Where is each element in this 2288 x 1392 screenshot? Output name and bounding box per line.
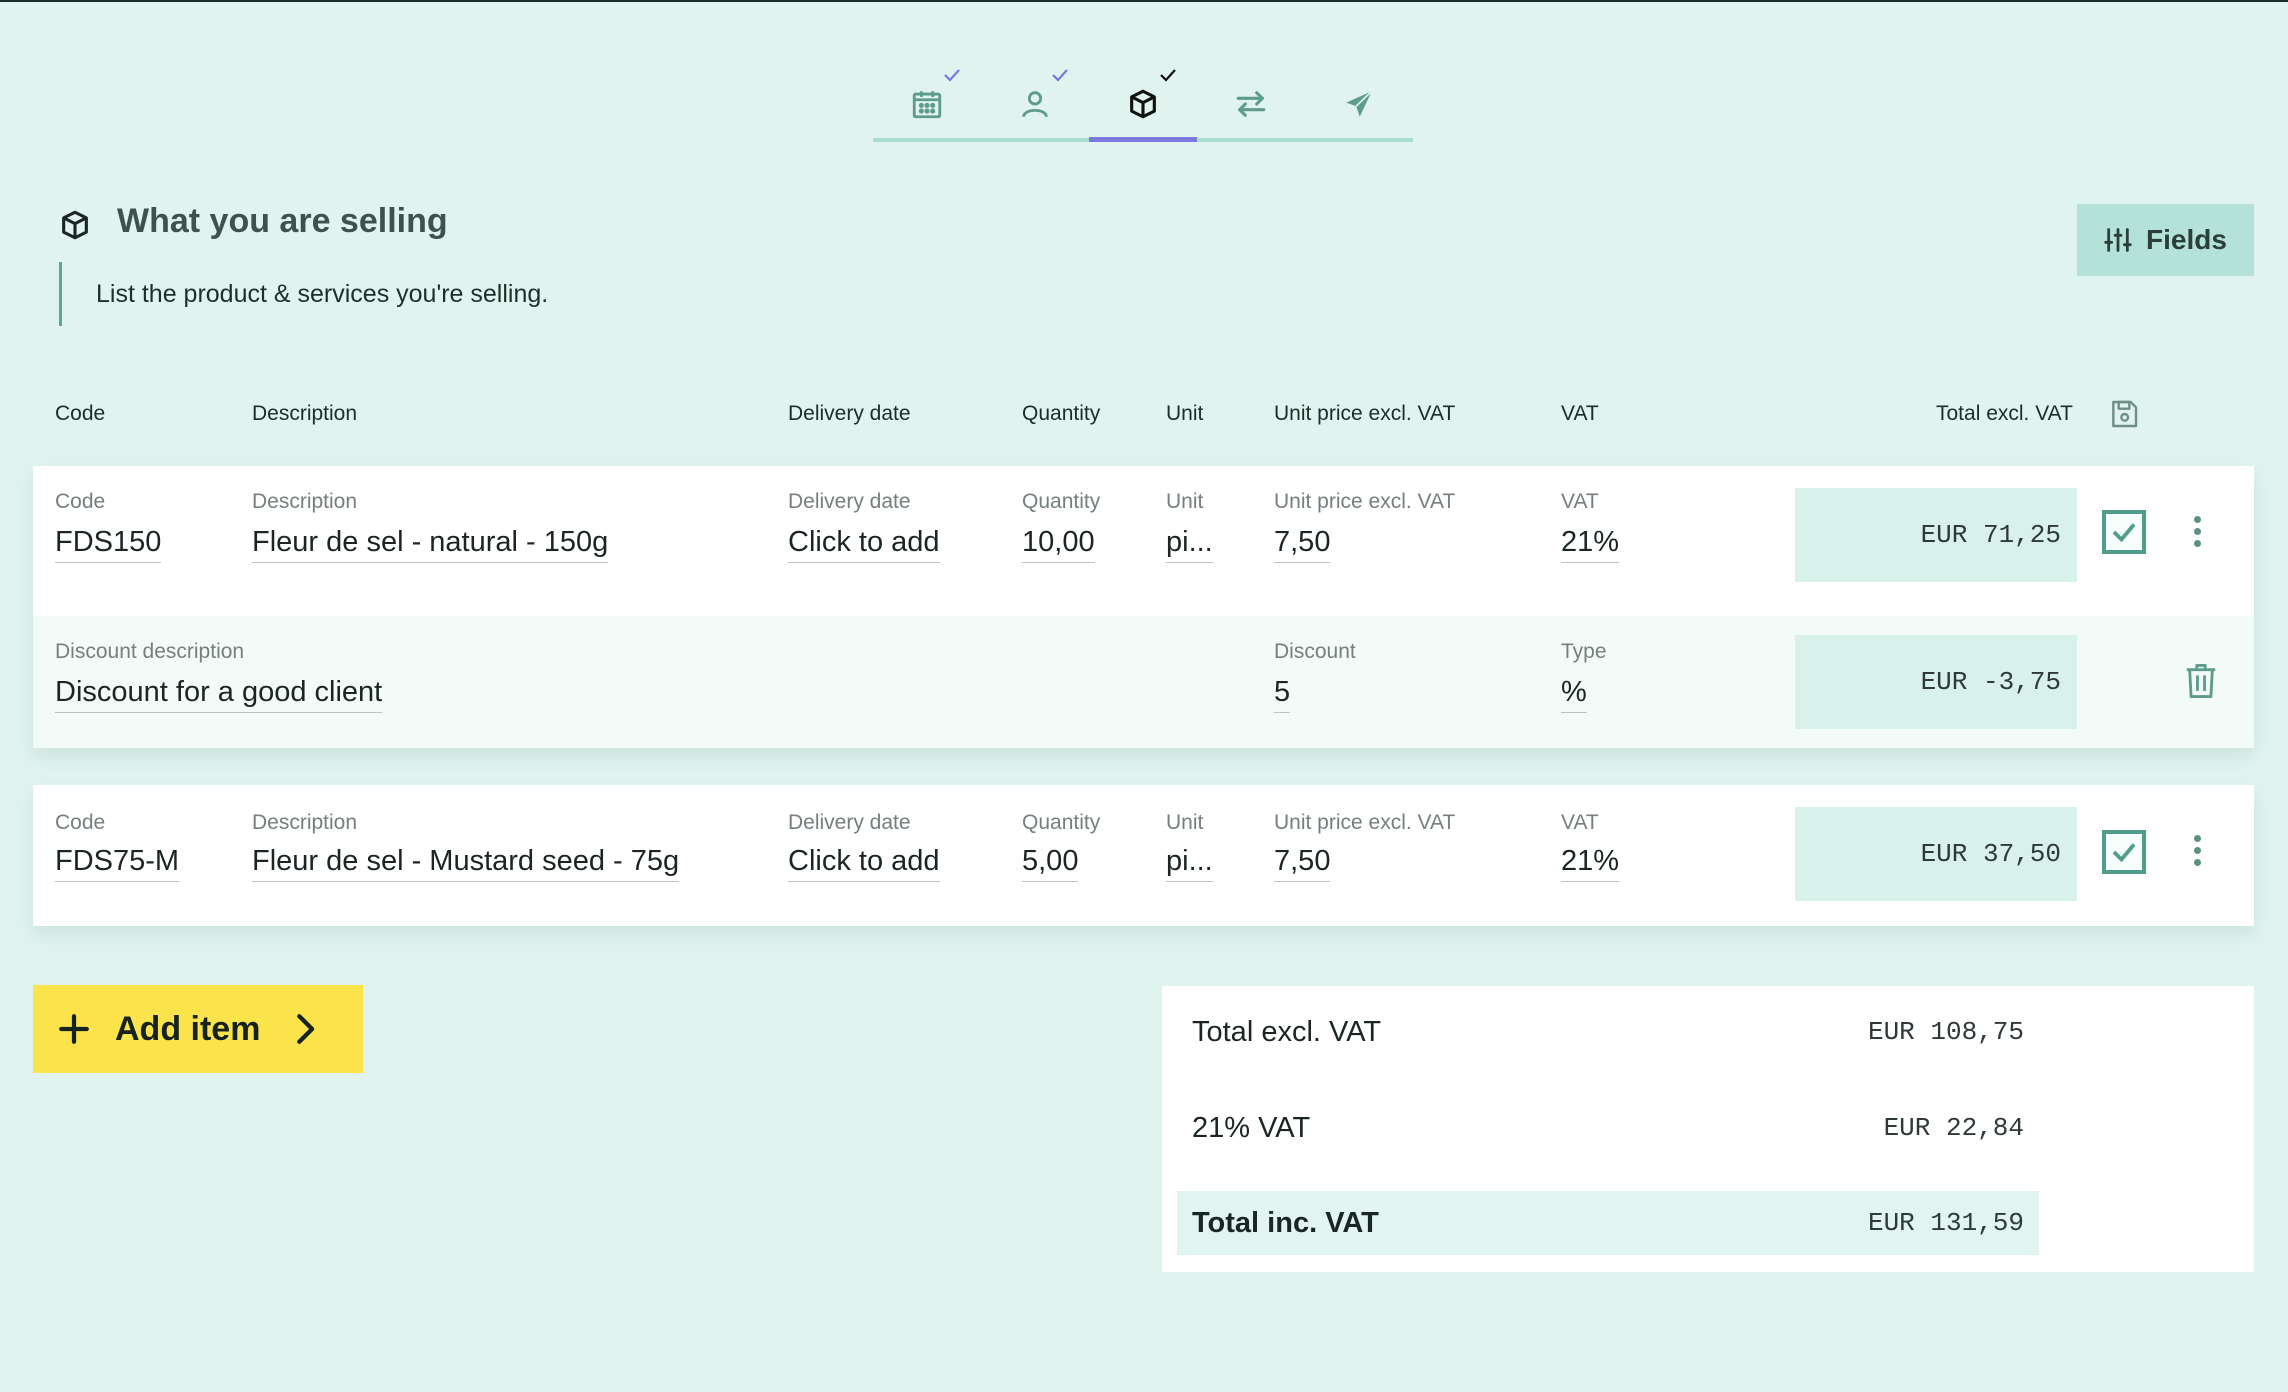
top-border xyxy=(0,0,2288,2)
field-label-unit-price: Unit price excl. VAT xyxy=(1274,490,1456,513)
sliders-icon xyxy=(2104,228,2132,252)
field-label-discount-description: Discount description xyxy=(55,640,245,663)
step-payment[interactable] xyxy=(1197,70,1305,138)
step-done-check-icon xyxy=(1052,69,1068,82)
vat-field[interactable]: 21% xyxy=(1561,526,1620,563)
field-label-unit: Unit xyxy=(1166,490,1204,513)
total-incl-vat-label: Total inc. VAT xyxy=(1192,1206,1379,1239)
calendar-icon xyxy=(912,91,942,119)
plus-icon xyxy=(59,1014,89,1044)
col-header-unit: Unit xyxy=(1166,402,1204,425)
field-label-vat: VAT xyxy=(1561,490,1599,513)
discount-value-field[interactable]: 5 xyxy=(1274,676,1291,713)
col-header-unit-price: Unit price excl. VAT xyxy=(1274,402,1456,425)
discount-total: EUR -3,75 xyxy=(1795,635,2077,729)
add-item-button[interactable]: Add item xyxy=(33,985,363,1073)
person-icon xyxy=(1022,91,1048,118)
line-total: EUR 71,25 xyxy=(1795,488,2077,582)
fields-button-label: Fields xyxy=(2146,224,2227,255)
quantity-field[interactable]: 10,00 xyxy=(1022,526,1095,563)
vat-value: EUR 22,84 xyxy=(1883,1113,2024,1143)
field-label-quantity: Quantity xyxy=(1022,490,1101,513)
fields-button[interactable]: Fields xyxy=(2077,204,2254,276)
unit-price-field[interactable]: 7,50 xyxy=(1274,845,1331,882)
unit-field[interactable]: pi... xyxy=(1166,845,1213,882)
more-options-icon[interactable] xyxy=(2191,835,2203,871)
field-label-description: Description xyxy=(252,811,358,834)
total-incl-vat-row: Total inc. VAT EUR 131,59 xyxy=(1177,1191,2039,1255)
step-send[interactable] xyxy=(1305,70,1413,138)
quantity-field[interactable]: 5,00 xyxy=(1022,845,1079,882)
field-label-unit: Unit xyxy=(1166,811,1204,834)
section-title: What you are selling xyxy=(117,202,448,240)
line-item-checkbox[interactable] xyxy=(2102,510,2146,554)
col-header-quantity: Quantity xyxy=(1022,402,1101,425)
field-label-vat: VAT xyxy=(1561,811,1599,834)
unit-field[interactable]: pi... xyxy=(1166,526,1213,563)
field-label-unit-price: Unit price excl. VAT xyxy=(1274,811,1456,834)
field-label-quantity: Quantity xyxy=(1022,811,1101,834)
check-icon xyxy=(2112,843,2136,863)
code-field[interactable]: FDS75-M xyxy=(55,845,180,882)
field-label-delivery-date: Delivery date xyxy=(788,490,911,513)
col-header-vat: VAT xyxy=(1561,402,1599,425)
step-items[interactable] xyxy=(1089,69,1197,142)
check-icon xyxy=(2112,523,2136,543)
field-label-code: Code xyxy=(55,490,106,513)
total-excl-vat-row: Total excl. VAT EUR 108,75 xyxy=(1177,1000,2039,1064)
code-field[interactable]: FDS150 xyxy=(55,526,162,563)
add-item-label: Add item xyxy=(115,1009,261,1048)
total-excl-vat-label: Total excl. VAT xyxy=(1192,1015,1382,1048)
discount-description-field[interactable]: Discount for a good client xyxy=(55,676,383,713)
chevron-right-icon xyxy=(297,1014,315,1044)
field-label-delivery-date: Delivery date xyxy=(788,811,911,834)
col-header-total: Total excl. VAT xyxy=(1936,402,2073,425)
step-customer[interactable] xyxy=(981,69,1089,138)
section-accent-bar xyxy=(59,262,62,326)
trash-icon[interactable] xyxy=(2184,662,2218,700)
description-field[interactable]: Fleur de sel - Mustard seed - 75g xyxy=(252,845,680,882)
discount-row: Discount description Discount for a good… xyxy=(33,616,2254,748)
box-icon xyxy=(62,210,88,240)
vat-field[interactable]: 21% xyxy=(1561,845,1620,882)
progress-stepper xyxy=(873,69,1413,142)
field-label-code: Code xyxy=(55,811,106,834)
vat-label: 21% VAT xyxy=(1192,1111,1311,1144)
totals-panel: Total excl. VAT EUR 108,75 21% VAT EUR 2… xyxy=(1162,986,2254,1272)
section-subtitle: List the product & services you're selli… xyxy=(96,280,549,308)
description-field[interactable]: Fleur de sel - natural - 150g xyxy=(252,526,609,563)
delivery-date-field[interactable]: Click to add xyxy=(788,526,940,563)
col-header-code: Code xyxy=(55,402,106,425)
vat-row: 21% VAT EUR 22,84 xyxy=(1177,1096,2039,1160)
unit-price-field[interactable]: 7,50 xyxy=(1274,526,1331,563)
discount-type-field[interactable]: % xyxy=(1561,676,1587,713)
box-icon xyxy=(1130,89,1156,119)
save-icon[interactable] xyxy=(2108,398,2140,430)
paper-plane-icon xyxy=(1346,90,1373,117)
field-label-description: Description xyxy=(252,490,358,513)
field-label-discount: Discount xyxy=(1274,640,1356,663)
step-done-check-icon xyxy=(944,69,960,82)
line-total: EUR 37,50 xyxy=(1795,807,2077,901)
delivery-date-field[interactable]: Click to add xyxy=(788,845,940,882)
line-item-row: Code FDS75-M Description Fleur de sel - … xyxy=(33,785,2254,926)
swap-arrows-icon xyxy=(1236,91,1266,117)
col-header-description: Description xyxy=(252,402,358,425)
total-excl-vat-value: EUR 108,75 xyxy=(1867,1017,2024,1047)
total-incl-vat-value: EUR 131,59 xyxy=(1867,1208,2024,1238)
line-item-checkbox[interactable] xyxy=(2102,830,2146,874)
step-date[interactable] xyxy=(873,69,981,138)
more-options-icon[interactable] xyxy=(2191,516,2203,552)
line-item-row: Code FDS150 Description Fleur de sel - n… xyxy=(33,466,2254,748)
field-label-discount-type: Type xyxy=(1561,640,1607,663)
step-done-check-icon xyxy=(1160,69,1176,82)
col-header-delivery-date: Delivery date xyxy=(788,402,911,425)
